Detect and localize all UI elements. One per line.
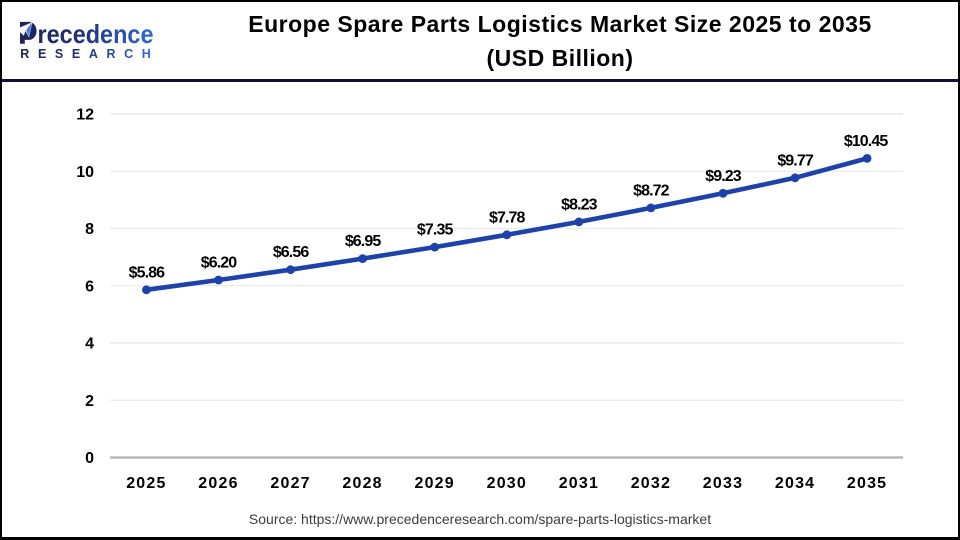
svg-text:2034: 2034	[775, 475, 815, 492]
svg-text:$8.72: $8.72	[633, 182, 670, 199]
svg-text:recedence: recedence	[38, 19, 154, 49]
svg-text:$8.23: $8.23	[561, 196, 598, 213]
svg-text:2: 2	[85, 393, 94, 410]
svg-text:$10.45: $10.45	[844, 133, 889, 150]
svg-text:$7.78: $7.78	[489, 209, 526, 226]
svg-text:2029: 2029	[414, 475, 454, 492]
svg-text:6: 6	[85, 278, 94, 295]
svg-text:2026: 2026	[198, 475, 238, 492]
svg-text:10: 10	[76, 164, 94, 181]
svg-text:4: 4	[85, 336, 94, 353]
svg-text:RESEARCH: RESEARCH	[20, 47, 151, 61]
svg-text:$6.95: $6.95	[345, 233, 382, 250]
svg-text:0: 0	[85, 450, 94, 467]
svg-text:2032: 2032	[631, 475, 671, 492]
svg-text:2035: 2035	[847, 475, 887, 492]
svg-text:$9.77: $9.77	[777, 152, 814, 169]
svg-text:$5.86: $5.86	[129, 264, 166, 281]
svg-text:2031: 2031	[559, 475, 599, 492]
svg-text:2033: 2033	[703, 475, 743, 492]
svg-text:$6.56: $6.56	[273, 244, 310, 261]
svg-text:$7.35: $7.35	[417, 222, 454, 239]
svg-text:2025: 2025	[126, 475, 166, 492]
svg-text:8: 8	[85, 221, 94, 238]
svg-text:$6.20: $6.20	[201, 255, 238, 272]
svg-text:2028: 2028	[342, 475, 382, 492]
svg-text:12: 12	[76, 107, 94, 124]
svg-text:2030: 2030	[487, 475, 527, 492]
svg-text:$9.23: $9.23	[705, 168, 742, 185]
svg-text:2027: 2027	[270, 475, 310, 492]
